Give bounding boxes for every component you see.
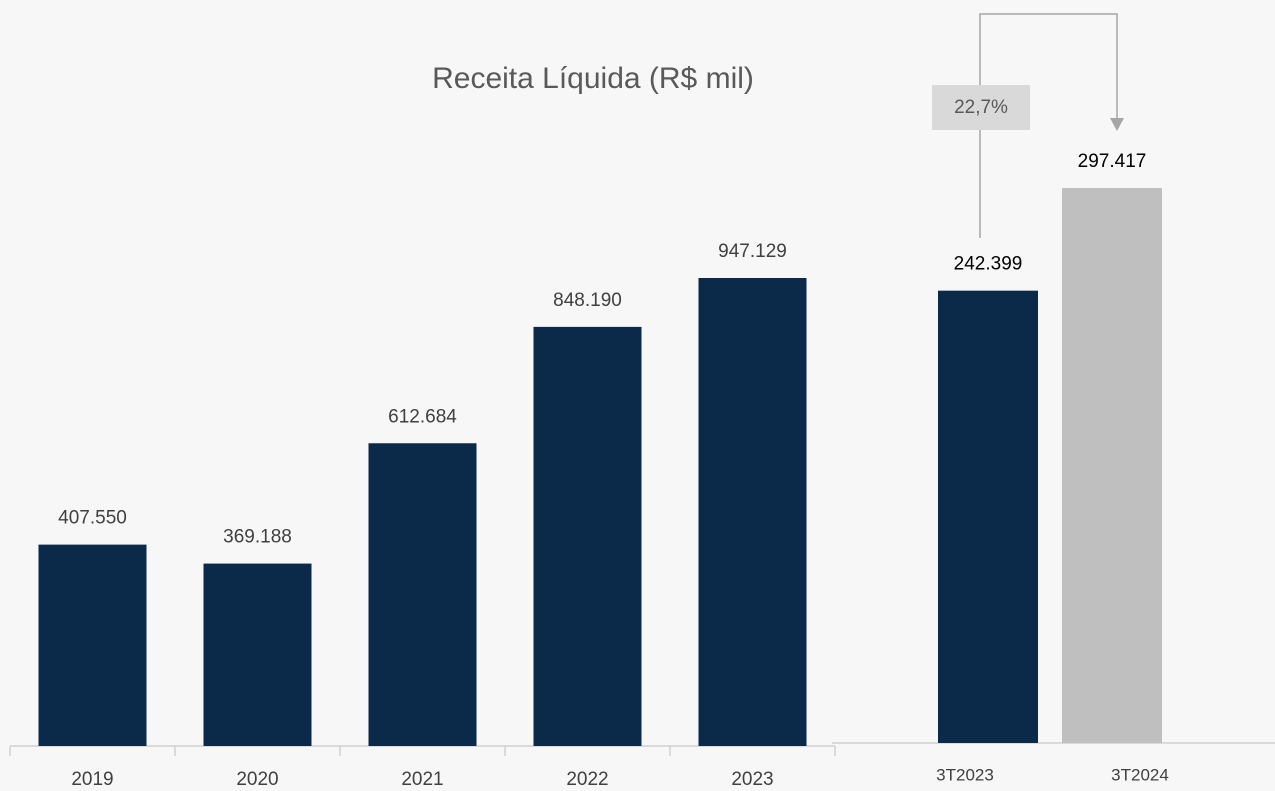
data-label: 297.417: [1078, 151, 1147, 172]
growth-bracket: 22,7%: [932, 13, 1124, 238]
x-tick-label: 2021: [401, 769, 443, 790]
bar: [1062, 188, 1162, 743]
data-label: 369.188: [223, 527, 292, 548]
x-tick-label: 3T2023: [936, 765, 994, 784]
x-tick-label: 3T2024: [1111, 765, 1169, 784]
data-label: 242.399: [954, 254, 1023, 275]
bar: [368, 443, 477, 746]
bracket-arrow: [1110, 118, 1124, 131]
chart-title: Receita Líquida (R$ mil): [432, 62, 754, 95]
bar: [203, 563, 312, 746]
bar: [698, 278, 807, 746]
bar: [938, 290, 1038, 743]
x-tick-label: 2023: [731, 769, 773, 790]
bar: [38, 544, 147, 746]
annotation: 22,7%: [954, 97, 1008, 118]
data-label: 407.550: [58, 508, 127, 529]
x-tick-label: 2019: [71, 769, 113, 790]
bar: [533, 326, 642, 746]
annotation-box: [932, 85, 1030, 130]
x-tick-label: 2020: [236, 769, 278, 790]
x-tick-label: 2022: [566, 769, 608, 790]
data-label: 947.129: [718, 241, 787, 262]
data-label: 612.684: [388, 406, 457, 427]
data-label: 848.190: [553, 290, 622, 311]
